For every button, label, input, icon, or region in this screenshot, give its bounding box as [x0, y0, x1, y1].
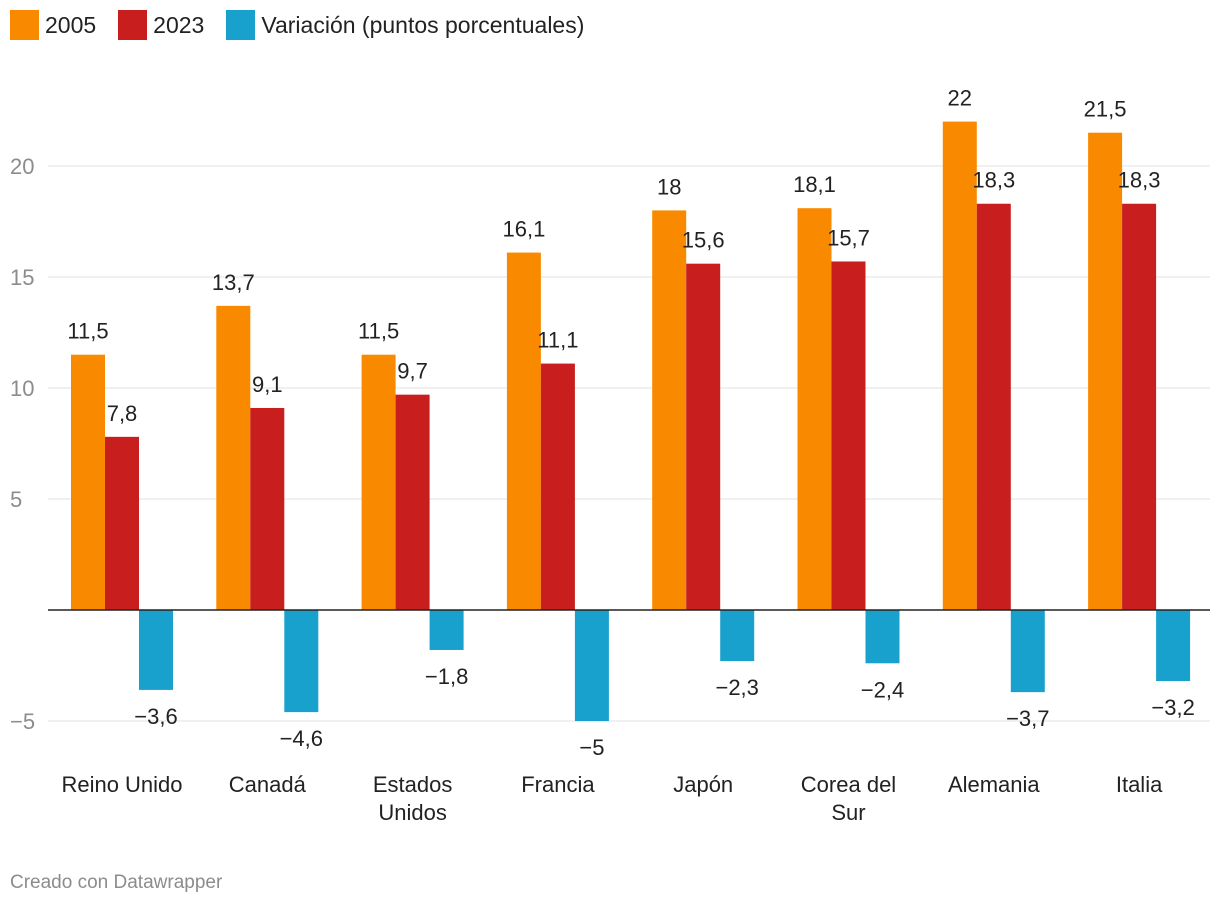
- bar-2023: [686, 263, 721, 610]
- legend-label-variacion: Variación (puntos porcentuales): [261, 11, 585, 38]
- bar-2023: [105, 436, 139, 610]
- data-label: −3,2: [1151, 695, 1194, 720]
- category-label: Corea del: [801, 772, 896, 797]
- bar-2023: [831, 261, 866, 610]
- bar-chart: 20 15 10 5 −5 11,5 13,7 11,5 16,1 18 18,1 22 21,5 7,8…: [10, 86, 1210, 825]
- bar-2005: [1088, 132, 1123, 610]
- bar-variacion: [1010, 610, 1045, 693]
- bar-2005: [216, 305, 251, 610]
- bar-variacion: [284, 610, 319, 713]
- legend-swatch-2005: [10, 10, 39, 40]
- bar-variacion: [574, 610, 609, 721]
- bar-2023: [250, 407, 285, 610]
- category-label: Unidos: [378, 800, 446, 825]
- category-label: Alemania: [948, 772, 1040, 797]
- data-label: 11,1: [537, 328, 578, 353]
- y-tick-label: 10: [10, 376, 34, 401]
- legend-item-2005: 2005: [10, 10, 96, 40]
- bar-variacion: [1156, 610, 1191, 682]
- bar-2005: [652, 210, 687, 610]
- legend: 2005 2023 Variación (puntos porcentuales…: [10, 10, 606, 40]
- y-tick-label: 15: [10, 265, 34, 290]
- bar-2005: [797, 208, 832, 610]
- data-label: −3,6: [134, 704, 177, 729]
- bar-2023: [395, 394, 430, 610]
- data-label: −2,3: [715, 675, 758, 700]
- data-label: 22: [948, 86, 972, 111]
- bar-2023: [540, 363, 575, 610]
- category-label: Francia: [521, 772, 595, 797]
- data-label: −5: [579, 735, 604, 760]
- category-label: Estados: [373, 772, 453, 797]
- data-label: 7,8: [107, 401, 138, 426]
- category-label: Japón: [673, 772, 733, 797]
- legend-label-2023: 2023: [153, 11, 205, 38]
- category-label: Canadá: [229, 772, 307, 797]
- bar-2005: [506, 252, 541, 610]
- bar-2005: [942, 121, 977, 610]
- data-label: 13,7: [212, 270, 255, 295]
- bar-2023: [976, 203, 1011, 611]
- data-label: −4,6: [280, 726, 323, 751]
- category-label: Reino Unido: [61, 772, 182, 797]
- data-label: −1,8: [425, 664, 468, 689]
- category-label: Italia: [1116, 772, 1163, 797]
- data-label: 9,1: [252, 372, 283, 397]
- y-tick-label: 5: [10, 487, 22, 512]
- data-label: 18,1: [793, 172, 836, 197]
- data-label: 11,5: [67, 319, 108, 344]
- bar-variacion: [429, 610, 464, 650]
- y-tick-label: −5: [10, 709, 35, 734]
- legend-label-2005: 2005: [45, 11, 97, 38]
- legend-item-variacion: Variación (puntos porcentuales): [226, 10, 584, 40]
- data-label: 16,1: [502, 217, 545, 242]
- bar-variacion: [865, 610, 900, 664]
- data-label: 9,7: [397, 359, 428, 384]
- data-label: 15,6: [682, 228, 725, 253]
- y-tick-label: 20: [10, 154, 34, 179]
- bar-variacion: [139, 610, 173, 690]
- data-label: 18,3: [1118, 168, 1161, 193]
- data-label: −2,4: [861, 677, 904, 702]
- data-label: 11,5: [358, 319, 399, 344]
- legend-swatch-variacion: [226, 10, 256, 40]
- bar-2023: [1122, 203, 1157, 611]
- data-label: 15,7: [827, 225, 870, 250]
- data-label: 21,5: [1084, 97, 1127, 122]
- data-label: −3,7: [1006, 706, 1049, 731]
- bar-variacion: [720, 610, 755, 662]
- data-label: 18,3: [972, 168, 1015, 193]
- credit-text: Creado con Datawrapper: [10, 872, 223, 893]
- bar-2005: [361, 354, 396, 610]
- bar-2005: [71, 354, 105, 610]
- data-label: 18: [657, 174, 681, 199]
- category-label: Sur: [831, 800, 865, 825]
- legend-swatch-2023: [118, 10, 148, 40]
- legend-item-2023: 2023: [118, 10, 204, 40]
